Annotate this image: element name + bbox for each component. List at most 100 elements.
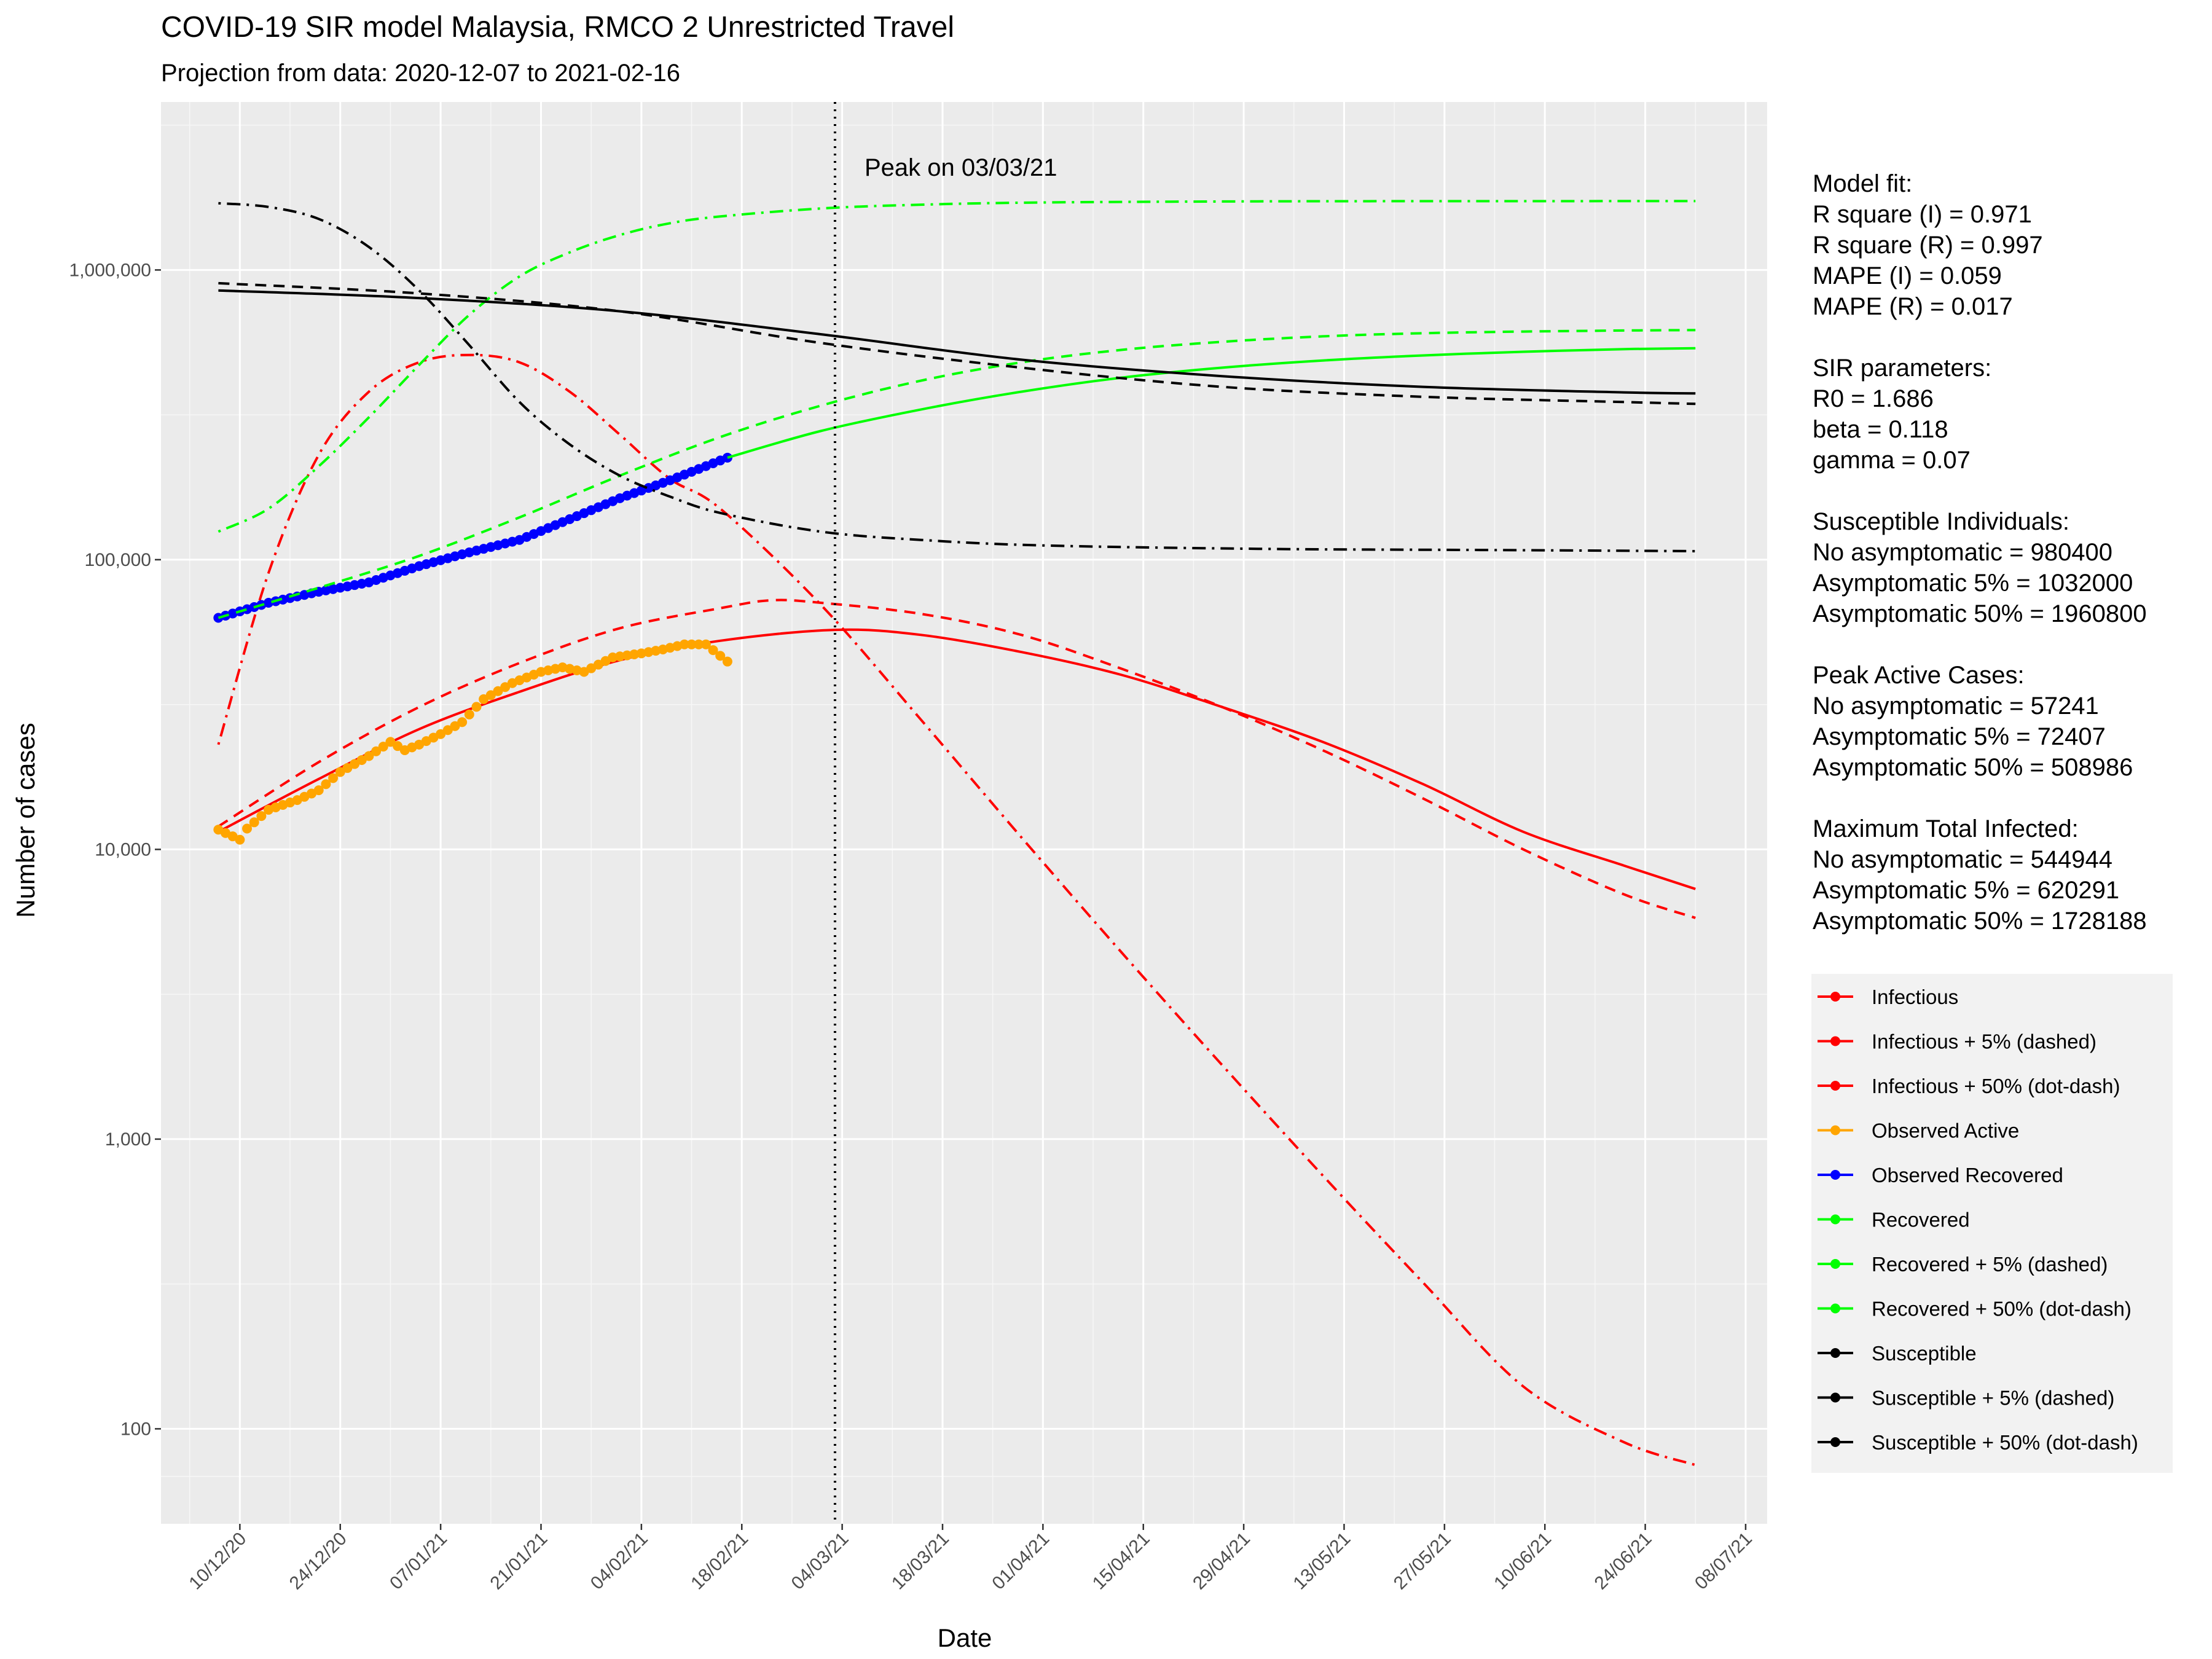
- legend-label: Infectious + 50% (dot-dash): [1872, 1075, 2120, 1097]
- legend-key-point: [1830, 1348, 1840, 1358]
- legend-item: Infectious + 50% (dot-dash): [1818, 1075, 2120, 1097]
- series-line-recovered-5-dashed-: [218, 329, 1696, 619]
- info-panel: Model fit: R square (I) = 0.971 R square (…: [1813, 170, 2147, 935]
- chart-subtitle: Projection from data: 2020-12-07 to 2021…: [161, 60, 680, 87]
- legend: Infectious Infectious + 5% (dashed) Infect…: [1811, 974, 2173, 1473]
- info-line: Asymptomatic 5% = 620291: [1813, 877, 2119, 904]
- info-line: Susceptible Individuals:: [1813, 508, 2069, 535]
- peak-annotation: Peak on 03/03/21: [865, 154, 1057, 181]
- series-line-infectious: [218, 628, 1696, 890]
- data-point: [235, 834, 245, 845]
- data-point: [364, 751, 374, 761]
- info-line: No asymptomatic = 980400: [1813, 539, 2112, 566]
- chart-title: COVID-19 SIR model Malaysia, RMCO 2 Unre…: [161, 11, 954, 44]
- info-line: Asymptomatic 50% = 1728188: [1813, 908, 2147, 935]
- data-point: [321, 779, 331, 790]
- data-point: [385, 737, 396, 747]
- legend-item: Observed Active: [1818, 1120, 2019, 1142]
- data-point: [500, 682, 511, 692]
- legend-label: Recovered + 50% (dot-dash): [1872, 1298, 2132, 1320]
- data-point: [350, 759, 360, 769]
- legend-key-point: [1830, 1125, 1840, 1135]
- info-line: beta = 0.118: [1813, 416, 1948, 443]
- y-tick-label: 1,000: [105, 1129, 151, 1150]
- info-line: Asymptomatic 50% = 1960800: [1813, 600, 2147, 627]
- data-point: [457, 717, 468, 728]
- data-point: [335, 767, 345, 777]
- legend-label: Observed Recovered: [1872, 1164, 2063, 1186]
- y-tick-label: 10,000: [95, 839, 151, 860]
- data-point: [493, 686, 503, 696]
- info-line: MAPE (R) = 0.017: [1813, 293, 2013, 320]
- info-line: Asymptomatic 50% = 508986: [1813, 754, 2133, 781]
- legend-item: Infectious + 5% (dashed): [1818, 1030, 2096, 1053]
- data-point: [328, 773, 339, 783]
- info-line: MAPE (I) = 0.059: [1813, 262, 2002, 289]
- data-point: [715, 651, 726, 661]
- legend-label: Susceptible: [1872, 1342, 1977, 1365]
- plot-area: Peak on 03/03/21: [161, 102, 1767, 1524]
- legend-item: Susceptible + 5% (dashed): [1818, 1387, 2114, 1410]
- data-point: [686, 639, 697, 649]
- data-point: [313, 785, 324, 796]
- legend-key-point: [1830, 1081, 1840, 1091]
- legend-label: Susceptible + 5% (dashed): [1872, 1387, 2114, 1410]
- data-point: [256, 811, 267, 822]
- data-point: [614, 651, 625, 662]
- series-line-susceptible: [218, 289, 1696, 395]
- legend-label: Recovered + 5% (dashed): [1872, 1253, 2108, 1276]
- legend-key-point: [1830, 992, 1840, 1002]
- legend-key-point: [1830, 1259, 1840, 1269]
- data-point: [608, 652, 618, 662]
- info-line: gamma = 0.07: [1813, 447, 1971, 474]
- data-point: [622, 650, 632, 661]
- data-point: [471, 702, 482, 712]
- data-point: [700, 639, 711, 649]
- y-tick-label: 100: [120, 1419, 151, 1439]
- data-point: [393, 741, 403, 751]
- series-line-susceptible-5-dashed-: [218, 281, 1696, 406]
- legend-item: Recovered + 50% (dot-dash): [1818, 1298, 2132, 1320]
- y-tick-label: 1,000,000: [69, 260, 151, 280]
- data-point: [378, 742, 388, 752]
- data-point: [708, 645, 718, 656]
- data-point: [249, 817, 259, 828]
- data-point: [629, 649, 640, 659]
- info-line: Model fit:: [1813, 170, 1912, 197]
- legend-label: Recovered: [1872, 1209, 1970, 1231]
- data-point: [436, 729, 446, 739]
- data-point: [694, 639, 704, 649]
- plot-panel: [161, 102, 1767, 1524]
- data-point: [479, 694, 489, 704]
- info-line: Maximum Total Infected:: [1813, 815, 2079, 842]
- legend-key-point: [1830, 1437, 1840, 1447]
- data-point: [722, 656, 732, 667]
- legend-label: Observed Active: [1872, 1120, 2019, 1142]
- legend-item: Susceptible + 50% (dot-dash): [1818, 1431, 2138, 1454]
- data-point: [485, 690, 496, 700]
- data-point: [371, 746, 382, 756]
- data-point: [679, 639, 689, 649]
- legend-key-point: [1830, 1214, 1840, 1225]
- data-point: [464, 709, 474, 720]
- info-line: R square (R) = 0.997: [1813, 232, 2043, 259]
- series-line-susceptible-50-dot-dash-: [218, 202, 1696, 552]
- info-line: R square (I) = 0.971: [1813, 201, 2032, 228]
- x-axis-title: Date: [938, 1623, 992, 1652]
- series-line-recovered: [727, 347, 1696, 459]
- legend-label: Infectious + 5% (dashed): [1872, 1030, 2096, 1053]
- legend-key-point: [1830, 1392, 1840, 1403]
- info-line: R0 = 1.686: [1813, 385, 1934, 412]
- data-point: [722, 452, 732, 463]
- info-line: Peak Active Cases:: [1813, 662, 2025, 689]
- data-point: [356, 755, 367, 765]
- legend-background: [1811, 974, 2173, 1473]
- y-axis-title: Number of cases: [11, 723, 40, 917]
- legend-item: Infectious: [1818, 986, 1958, 1008]
- legend-label: Infectious: [1872, 986, 1958, 1008]
- data-point: [242, 823, 253, 834]
- legend-key-point: [1830, 1303, 1840, 1314]
- y-tick-label: 100,000: [85, 550, 151, 570]
- info-line: No asymptomatic = 57241: [1813, 692, 2099, 720]
- legend-key-point: [1830, 1170, 1840, 1180]
